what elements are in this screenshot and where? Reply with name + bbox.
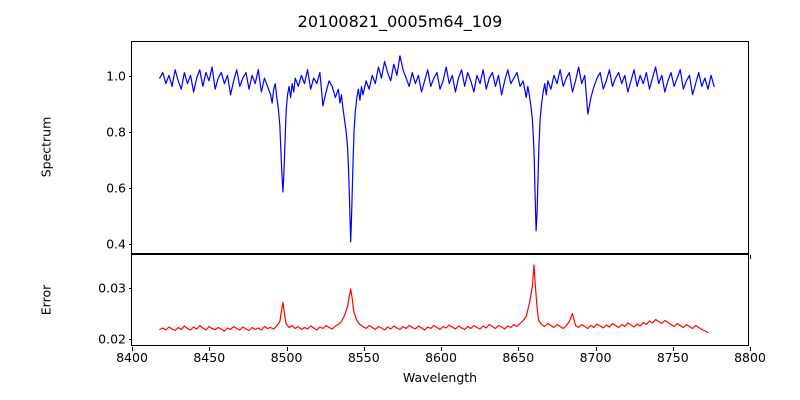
- x-axis-label: Wavelength: [402, 370, 478, 385]
- error-series: [160, 265, 708, 333]
- x-tick-mark: [672, 347, 674, 351]
- page-title: 20100821_0005m64_109: [297, 12, 503, 31]
- x-tick-label: 8750: [656, 350, 689, 365]
- spectrum-y-tick-label: 0.4: [106, 236, 126, 252]
- x-tick-label: 8550: [347, 350, 380, 365]
- x-tick-label: 8600: [425, 350, 457, 365]
- spectrum-y-tick-label: 0.6: [106, 180, 126, 196]
- spectrum-y-tick-label: 1.0: [106, 68, 126, 84]
- x-tick-mark: [286, 347, 288, 351]
- x-tick-label: 8500: [270, 350, 303, 365]
- x-tick-label: 8700: [579, 350, 612, 365]
- spectrum-y-axis-label: Spectrum: [38, 116, 54, 178]
- x-tick-mark: [441, 347, 443, 351]
- x-tick-label: 8400: [116, 350, 148, 365]
- error-y-tick-mark: [128, 339, 132, 341]
- error-y-tick-mark: [128, 288, 132, 290]
- x-tick-mark: [518, 347, 520, 351]
- spectrum-y-tick-label: 0.8: [106, 124, 126, 140]
- spectrum-y-tick-mark: [128, 187, 132, 189]
- spectrum-line-plot: [132, 42, 748, 253]
- spectrum-y-tick-mark: [128, 75, 132, 77]
- spectrum-y-tick-mark: [128, 243, 132, 245]
- spectrum-axes: 0.4 0.6 0.8 1.0: [106, 41, 752, 259]
- x-tick-mark: [363, 347, 365, 351]
- x-tick-mark: [132, 347, 134, 351]
- error-y-tick-label: 0.02: [98, 331, 126, 347]
- x-tick-mark: [750, 347, 752, 351]
- x-tick-label: 8450: [193, 350, 226, 365]
- error-axes: 0.02 0.03 8400 8450 8500 8550 8600 8650 8700 8750…: [98, 254, 766, 365]
- error-line-plot: [132, 255, 748, 345]
- x-tick-mark: [209, 347, 211, 351]
- x-tick-mark: [595, 347, 597, 351]
- spectrum-y-tick-mark: [128, 131, 132, 133]
- x-tick-mark: [750, 255, 752, 259]
- x-tick-label: 8800: [734, 350, 766, 365]
- spectrum-series: [160, 56, 714, 242]
- x-tick-label: 8650: [502, 350, 535, 365]
- error-y-tick-label: 0.03: [98, 280, 126, 296]
- error-y-axis-label: Error: [38, 284, 54, 316]
